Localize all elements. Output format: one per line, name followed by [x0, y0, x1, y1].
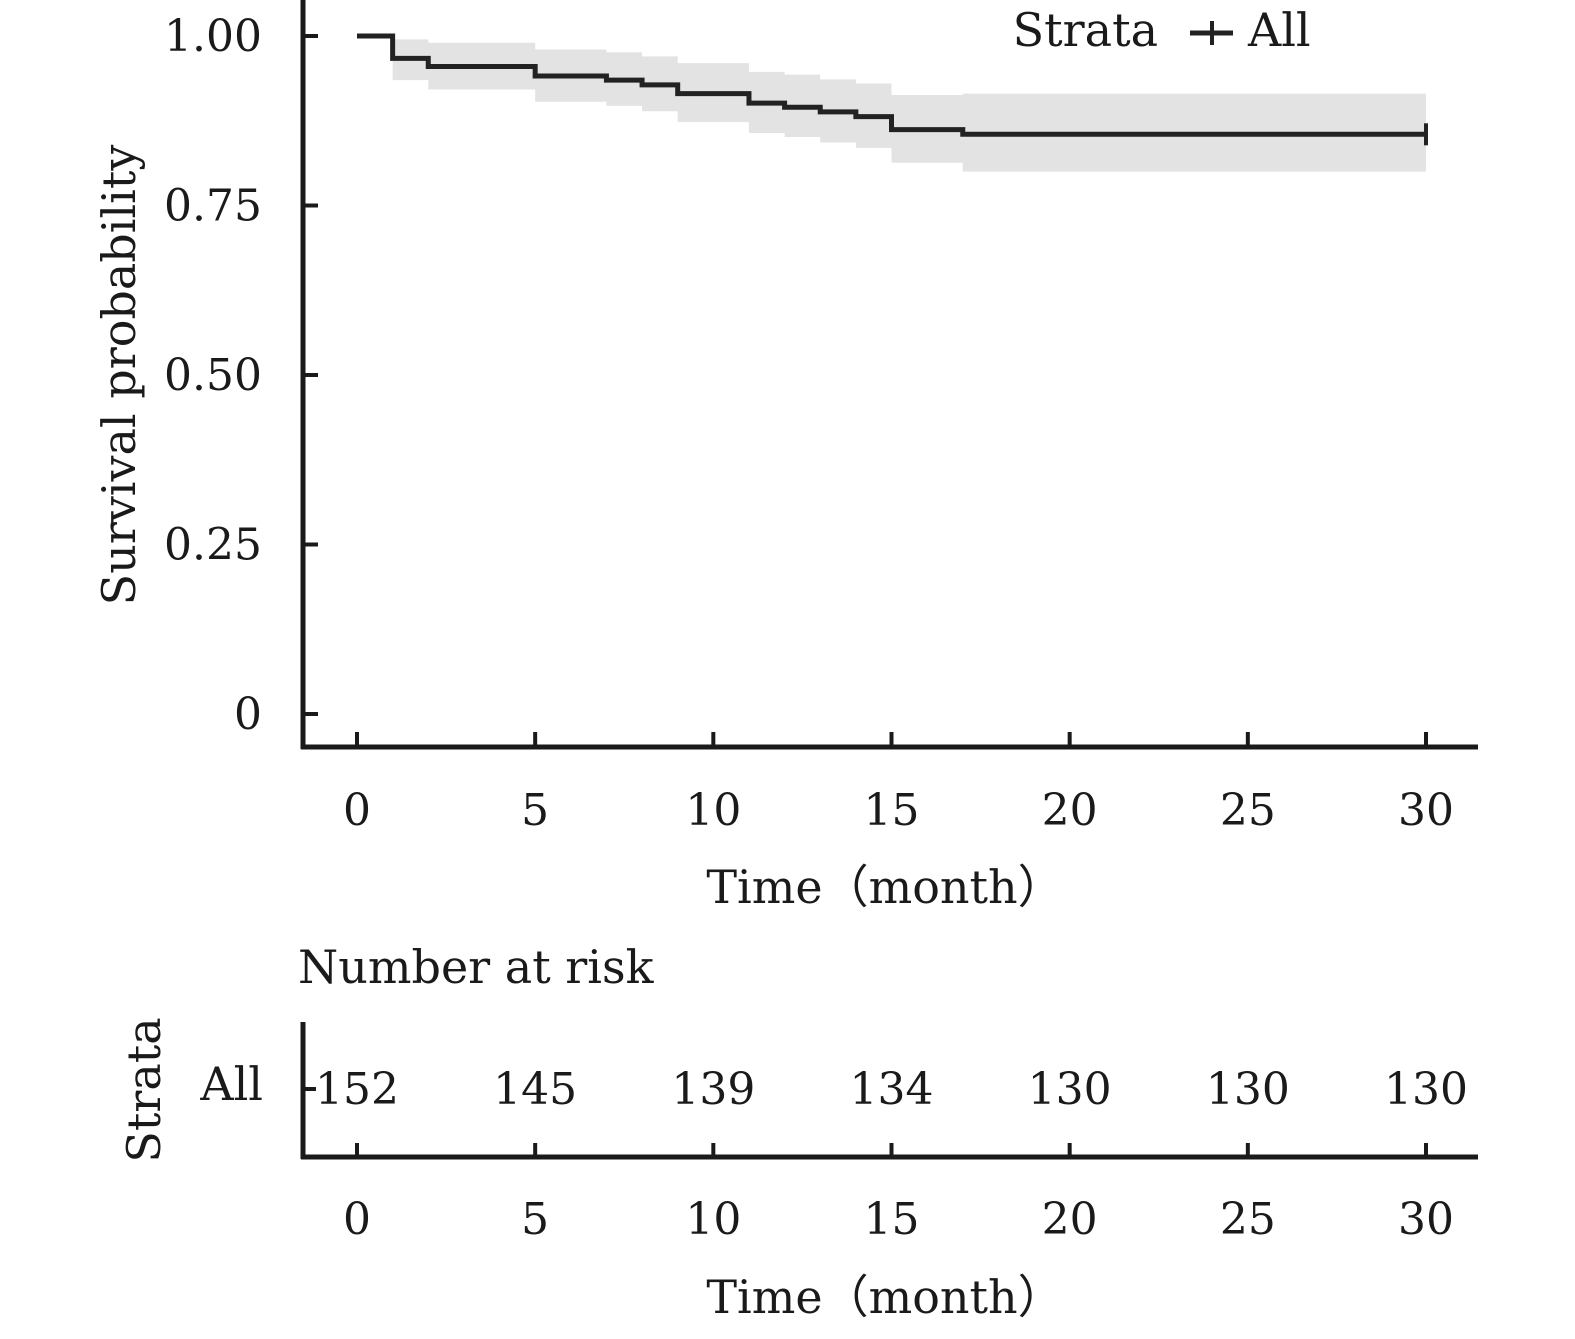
x-tick-label: 25 — [1220, 785, 1276, 836]
y-tick-label: 0.50 — [164, 350, 262, 401]
x-tick-label: 20 — [1042, 785, 1098, 836]
survival-curve-all — [357, 33, 1426, 137]
risk-value: 130 — [1028, 1064, 1112, 1115]
x-ticks: 0 5 10 15 20 25 30 — [343, 732, 1454, 836]
risk-x-tick-label: 30 — [1398, 1194, 1454, 1245]
risk-table-x-ticks: 0 5 10 15 20 25 30 — [343, 1143, 1454, 1245]
risk-x-tick-label: 5 — [521, 1194, 549, 1245]
x-tick-label: 5 — [521, 785, 549, 836]
legend: Strata All — [1013, 3, 1311, 57]
y-tick-label: 1.00 — [164, 11, 262, 62]
risk-x-tick-label: 10 — [685, 1194, 741, 1245]
risk-value: 139 — [671, 1064, 755, 1115]
x-tick-label: 10 — [685, 785, 741, 836]
risk-value: 152 — [315, 1064, 399, 1115]
y-ticks: 0 0.25 0.50 0.75 1.00 — [164, 11, 318, 740]
y-tick-label: 0.75 — [164, 181, 262, 232]
legend-title: Strata — [1013, 3, 1158, 57]
y-axis-title: Survival probability — [92, 145, 146, 606]
x-axis-title: Time（month） — [706, 860, 1063, 914]
risk-x-tick-label: 15 — [864, 1194, 920, 1245]
risk-x-tick-label: 25 — [1220, 1194, 1276, 1245]
x-tick-label: 30 — [1398, 785, 1454, 836]
y-tick-label: 0 — [234, 689, 262, 740]
risk-value: 130 — [1206, 1064, 1290, 1115]
legend-entry-all: All — [1247, 3, 1311, 57]
confidence-band-layer — [357, 36, 1426, 172]
risk-table-y-title: Strata — [117, 1017, 171, 1162]
risk-table-x-title: Time（month） — [706, 1270, 1063, 1324]
risk-x-tick-label: 20 — [1042, 1194, 1098, 1245]
confidence-band — [357, 36, 1426, 172]
risk-x-tick-label: 0 — [343, 1194, 371, 1245]
y-tick-label: 0.25 — [164, 520, 262, 571]
risk-value: 130 — [1384, 1064, 1468, 1115]
survival-curve-layer — [357, 33, 1428, 146]
x-tick-label: 0 — [343, 785, 371, 836]
x-tick-label: 15 — [864, 785, 920, 836]
risk-value: 134 — [850, 1064, 934, 1115]
risk-table-values: 152 145 139 134 130 130 130 — [315, 1064, 1468, 1115]
risk-row-label-all: All — [199, 1057, 263, 1111]
risk-table-title: Number at risk — [298, 940, 655, 994]
risk-value: 145 — [493, 1064, 577, 1115]
